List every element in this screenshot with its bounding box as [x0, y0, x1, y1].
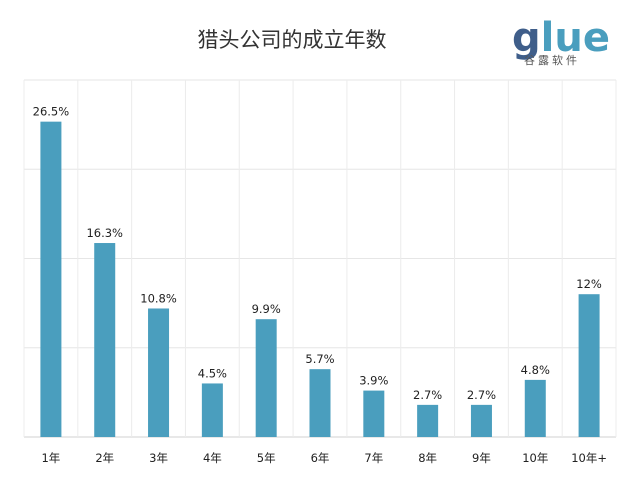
- data-label-9: 2.7%: [467, 388, 496, 402]
- x-tick-label-3: 3年: [149, 451, 168, 465]
- logo-letters-rest: lue: [541, 15, 610, 61]
- bar-2: [94, 243, 116, 437]
- bar-11: [578, 294, 600, 437]
- x-tick-label-9: 9年: [472, 451, 491, 465]
- bar-1: [40, 121, 62, 438]
- bar-3: [148, 308, 170, 437]
- chart-title: 猎头公司的成立年数: [198, 28, 387, 52]
- glue-logo: glue 谷露软件: [512, 15, 610, 67]
- x-tick-label-10: 10年: [522, 451, 548, 465]
- data-label-5: 9.9%: [252, 302, 281, 316]
- data-label-2: 16.3%: [86, 226, 123, 240]
- x-tick-labels-layer: 1年 2年 3年 4年 5年 6年 7年 8年 9年 10年 10年+: [41, 451, 606, 465]
- data-label-6: 5.7%: [305, 352, 334, 366]
- x-tick-label-2: 2年: [95, 451, 114, 465]
- bar-5: [255, 319, 277, 437]
- data-label-7: 3.9%: [359, 374, 388, 388]
- data-label-11: 12%: [576, 277, 602, 291]
- data-labels-layer: 26.5% 16.3% 10.8% 4.5% 9.9% 5.7% 3.9% 2.7% 2.7% 4…: [33, 105, 602, 402]
- data-label-3: 10.8%: [140, 291, 177, 305]
- bar-10: [524, 379, 546, 437]
- x-tick-label-7: 7年: [364, 451, 383, 465]
- data-label-8: 2.7%: [413, 388, 442, 402]
- logo-letter-g: g: [512, 15, 541, 61]
- bars-layer: [40, 121, 600, 438]
- bar-4: [201, 383, 223, 437]
- bar-7: [363, 390, 385, 437]
- logo-subtitle: 谷露软件: [524, 53, 580, 67]
- x-tick-label-8: 8年: [418, 451, 437, 465]
- x-tick-label-6: 6年: [311, 451, 330, 465]
- x-tick-label-4: 4年: [203, 451, 222, 465]
- data-label-4: 4.5%: [198, 366, 227, 380]
- logo-wordmark: glue: [512, 15, 610, 61]
- data-label-1: 26.5%: [33, 105, 70, 119]
- bar-8: [417, 404, 439, 437]
- x-tick-label-1: 1年: [41, 451, 60, 465]
- x-tick-label-5: 5年: [257, 451, 276, 465]
- x-tick-label-11: 10年+: [571, 451, 607, 465]
- bar-9: [470, 404, 492, 437]
- bar-6: [309, 369, 331, 437]
- data-label-10: 4.8%: [521, 363, 550, 377]
- grid-layer: [23, 79, 617, 438]
